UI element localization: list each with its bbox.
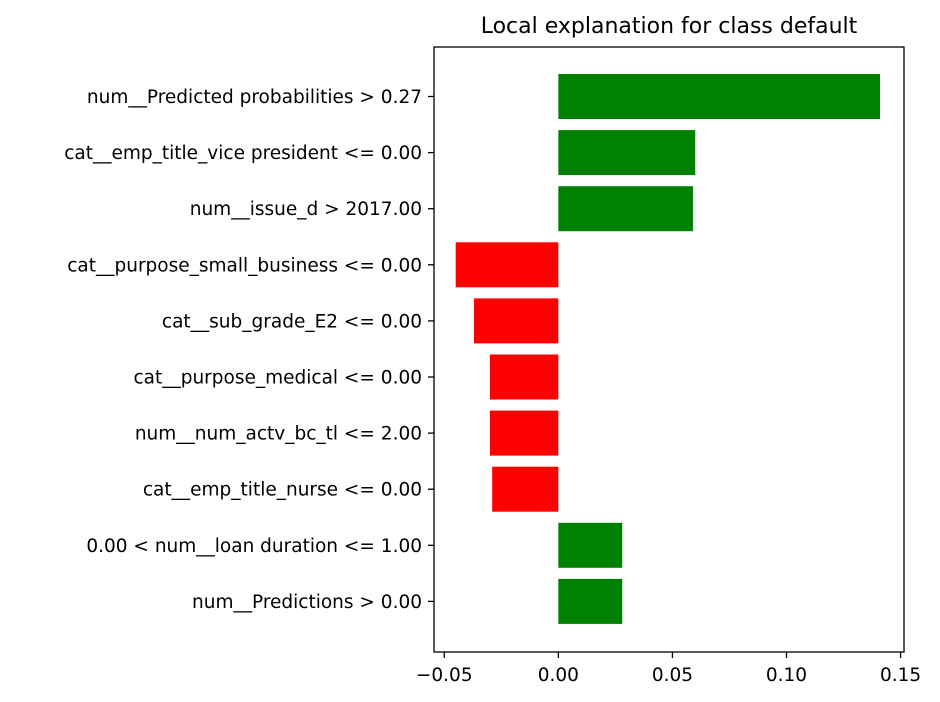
bar	[473, 298, 559, 344]
x-tick-label: −0.05	[416, 665, 473, 686]
x-tick-label: 0.05	[652, 665, 693, 686]
x-tick-label: 0.15	[880, 665, 921, 686]
y-tick-label: cat__sub_grade_E2 <= 0.00	[162, 311, 422, 332]
y-tick-label: num__num_actv_bc_tl <= 2.00	[135, 424, 422, 445]
bar	[489, 410, 559, 456]
bar	[558, 186, 693, 232]
y-tick-label: cat__emp_title_vice president <= 0.00	[64, 143, 422, 164]
x-tick-label: 0.00	[538, 665, 579, 686]
y-tick-label: num__issue_d > 2017.00	[190, 199, 422, 220]
y-tick-label: cat__purpose_medical <= 0.00	[133, 368, 422, 389]
y-tick-label: num__Predicted probabilities > 0.27	[87, 87, 422, 108]
y-tick-label: 0.00 < num__loan duration <= 1.00	[86, 536, 422, 557]
bar	[558, 74, 881, 119]
y-tick-label: cat__emp_title_nurse <= 0.00	[143, 480, 422, 501]
bar	[558, 130, 696, 176]
bar	[558, 522, 623, 568]
chart-title: Local explanation for class default	[481, 14, 858, 39]
x-tick-label: 0.10	[766, 665, 807, 686]
bars-group	[455, 74, 881, 624]
plot-frame	[433, 46, 905, 653]
bar	[558, 578, 623, 624]
y-tick-label: num__Predictions > 0.00	[192, 592, 422, 613]
y-tick-labels: num__Predicted probabilities > 0.27 cat__…	[64, 87, 434, 613]
y-tick-label: cat__purpose_small_business <= 0.00	[67, 255, 422, 276]
bar	[492, 466, 559, 512]
bar	[489, 354, 559, 400]
bar	[455, 242, 559, 288]
x-axis: −0.05 0.00 0.05 0.10 0.15	[416, 652, 921, 686]
